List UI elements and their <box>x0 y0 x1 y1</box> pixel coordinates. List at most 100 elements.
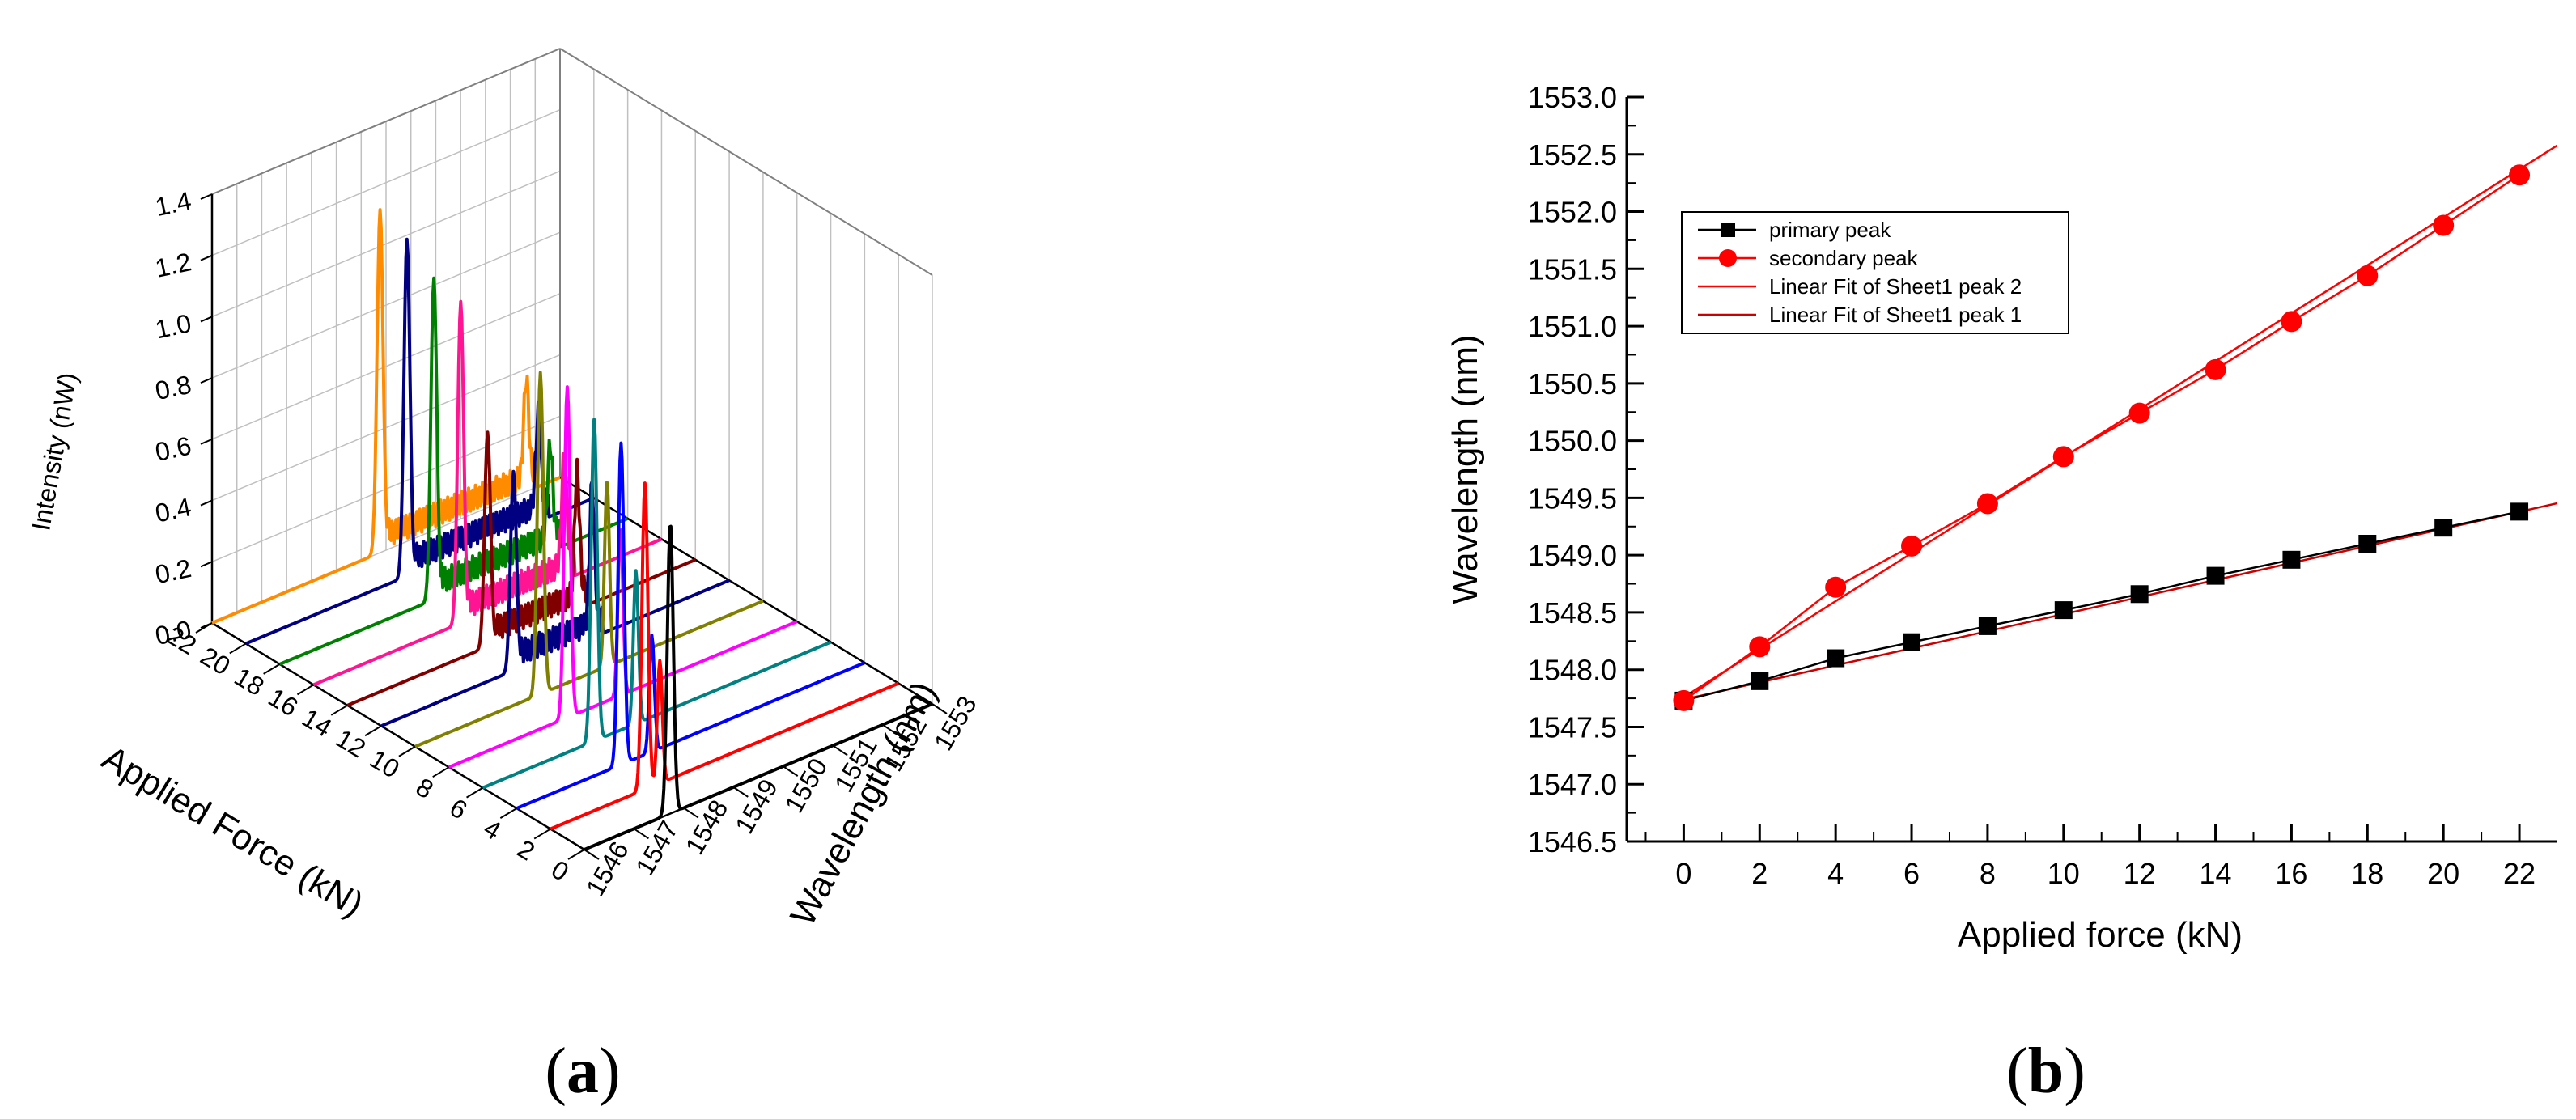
wavelength-tick-mark <box>584 849 600 860</box>
data-point-circle <box>1901 535 1923 557</box>
y-tick-label: 1547.0 <box>1528 768 1617 801</box>
series-line <box>1683 511 2520 702</box>
x-tick-label: 8 <box>1980 857 1996 890</box>
force-tick-mark <box>567 849 585 860</box>
y-tick-label: 1548.5 <box>1528 596 1617 629</box>
wavelength-tick-mark <box>932 703 948 714</box>
y-tick-label: 1553.0 <box>1528 81 1617 114</box>
z-tick-mark <box>200 561 213 568</box>
force-tick-mark <box>195 622 213 634</box>
spectrum-line-force-22 <box>211 208 561 625</box>
z-tick-label: 0.6 <box>152 430 193 466</box>
y-tick-label: 1547.5 <box>1528 710 1617 744</box>
data-point-circle <box>1825 576 1847 598</box>
force-tick-label: 4 <box>479 813 507 846</box>
z-tick-mark <box>200 499 213 507</box>
y-tick-label: 1552.0 <box>1528 196 1617 229</box>
legend-marker-square <box>1721 223 1735 237</box>
force-tick-label: 8 <box>411 772 439 804</box>
z-tick-mark <box>200 316 213 323</box>
data-point-circle <box>2052 446 2074 468</box>
wavelength-tick-mark <box>732 786 749 798</box>
force-tick-label: 0 <box>546 854 574 887</box>
x-tick-label: 0 <box>1675 857 1691 890</box>
z-tick-label: 1.0 <box>152 308 193 344</box>
x-tick-label: 16 <box>2275 857 2307 890</box>
data-point-square <box>2206 566 2225 585</box>
force-tick-mark <box>364 725 382 737</box>
wavelength-vs-force-chart: 1546.5 1547.0 1547.5 1548.0 1548.5 1549.0 1549… <box>1445 81 2558 955</box>
force-axis-title: Applied Force (kN) <box>95 738 371 925</box>
legend-entry: Linear Fit of Sheet1 peak 1 <box>1769 303 2022 327</box>
x-tick-label: 4 <box>1827 857 1844 890</box>
y-tick-label: 1552.5 <box>1528 138 1617 172</box>
data-point-square <box>1751 672 1769 690</box>
z-tick-label: 0.2 <box>152 553 193 589</box>
data-point-circle <box>2281 311 2302 333</box>
wall-edge <box>559 48 933 276</box>
data-point-square <box>2130 585 2149 604</box>
x-tick-label: 18 <box>2351 857 2383 890</box>
force-tick-label: 18 <box>230 662 269 701</box>
spectrum-line-force-4 <box>516 441 866 810</box>
force-tick-label: 10 <box>365 744 405 784</box>
force-tick-mark <box>229 642 247 655</box>
data-point-square <box>1903 633 1921 651</box>
data-point-circle <box>1749 636 1771 658</box>
wavelength-tick-mark <box>633 828 649 840</box>
data-point-circle <box>2509 164 2531 186</box>
series-line <box>1683 174 2520 701</box>
data-point-square <box>1827 649 1845 668</box>
z-tick-label: 0.4 <box>152 492 193 528</box>
force-tick-label: 14 <box>297 703 337 743</box>
data-point-circle <box>2128 402 2150 424</box>
z-tick-mark <box>200 438 213 445</box>
x-tick-label: 12 <box>2124 857 2156 890</box>
x-axis-title: Applied force (kN) <box>1958 915 2243 955</box>
z-tick-label: 1.4 <box>152 186 193 222</box>
z-tick-label: 0.8 <box>152 370 193 405</box>
y-tick-label: 1548.0 <box>1528 654 1617 687</box>
data-point-square <box>2510 502 2529 521</box>
wavelength-tick-label: 1550 <box>779 753 834 818</box>
fit-line <box>1683 144 2558 698</box>
y-axis-title: Wavelength (nm) <box>1445 334 1485 604</box>
z-tick-mark <box>200 377 213 384</box>
data-point-circle <box>2205 358 2226 380</box>
data-point-circle <box>1976 493 1998 515</box>
force-tick-mark <box>432 766 450 778</box>
x-tick-label: 2 <box>1751 857 1768 890</box>
spectrum-line-force-0 <box>584 524 933 851</box>
data-point-circle <box>2433 214 2455 236</box>
force-tick-label: 16 <box>263 682 303 722</box>
spectrum-line-force-20 <box>244 237 595 646</box>
spectrum-line-force-2 <box>550 481 900 831</box>
fit-line <box>1683 502 2558 701</box>
legend-entry: Linear Fit of Sheet1 peak 2 <box>1769 274 2022 299</box>
data-point-circle <box>1673 689 1695 711</box>
force-tick-mark <box>466 786 484 799</box>
force-tick-label: 2 <box>512 834 540 867</box>
legend-marker-circle <box>1719 249 1737 267</box>
data-point-square <box>2358 535 2377 553</box>
legend-box <box>1681 211 2069 334</box>
panel-label-b: (b) <box>2006 1036 2086 1107</box>
wavelength-tick-mark <box>832 744 848 757</box>
panel-label-a: (a) <box>545 1036 620 1107</box>
x-tick-label: 22 <box>2503 857 2536 890</box>
force-tick-label: 6 <box>445 793 473 825</box>
data-point-circle <box>2357 265 2379 286</box>
y-tick-label: 1550.5 <box>1528 367 1617 401</box>
wavelength-tick-mark <box>882 723 898 735</box>
z-tick-mark <box>200 193 213 200</box>
legend-entry: primary peak <box>1769 218 1891 242</box>
force-tick-mark <box>533 828 551 840</box>
axis-edge <box>211 621 585 851</box>
force-tick-label: 12 <box>331 723 371 763</box>
y-tick-label: 1546.5 <box>1528 825 1617 858</box>
data-point-square <box>2434 519 2453 537</box>
wall-edge <box>211 48 561 195</box>
z-tick-mark <box>200 254 213 261</box>
y-tick-label: 1551.5 <box>1528 252 1617 286</box>
force-tick-label: 20 <box>196 641 236 680</box>
